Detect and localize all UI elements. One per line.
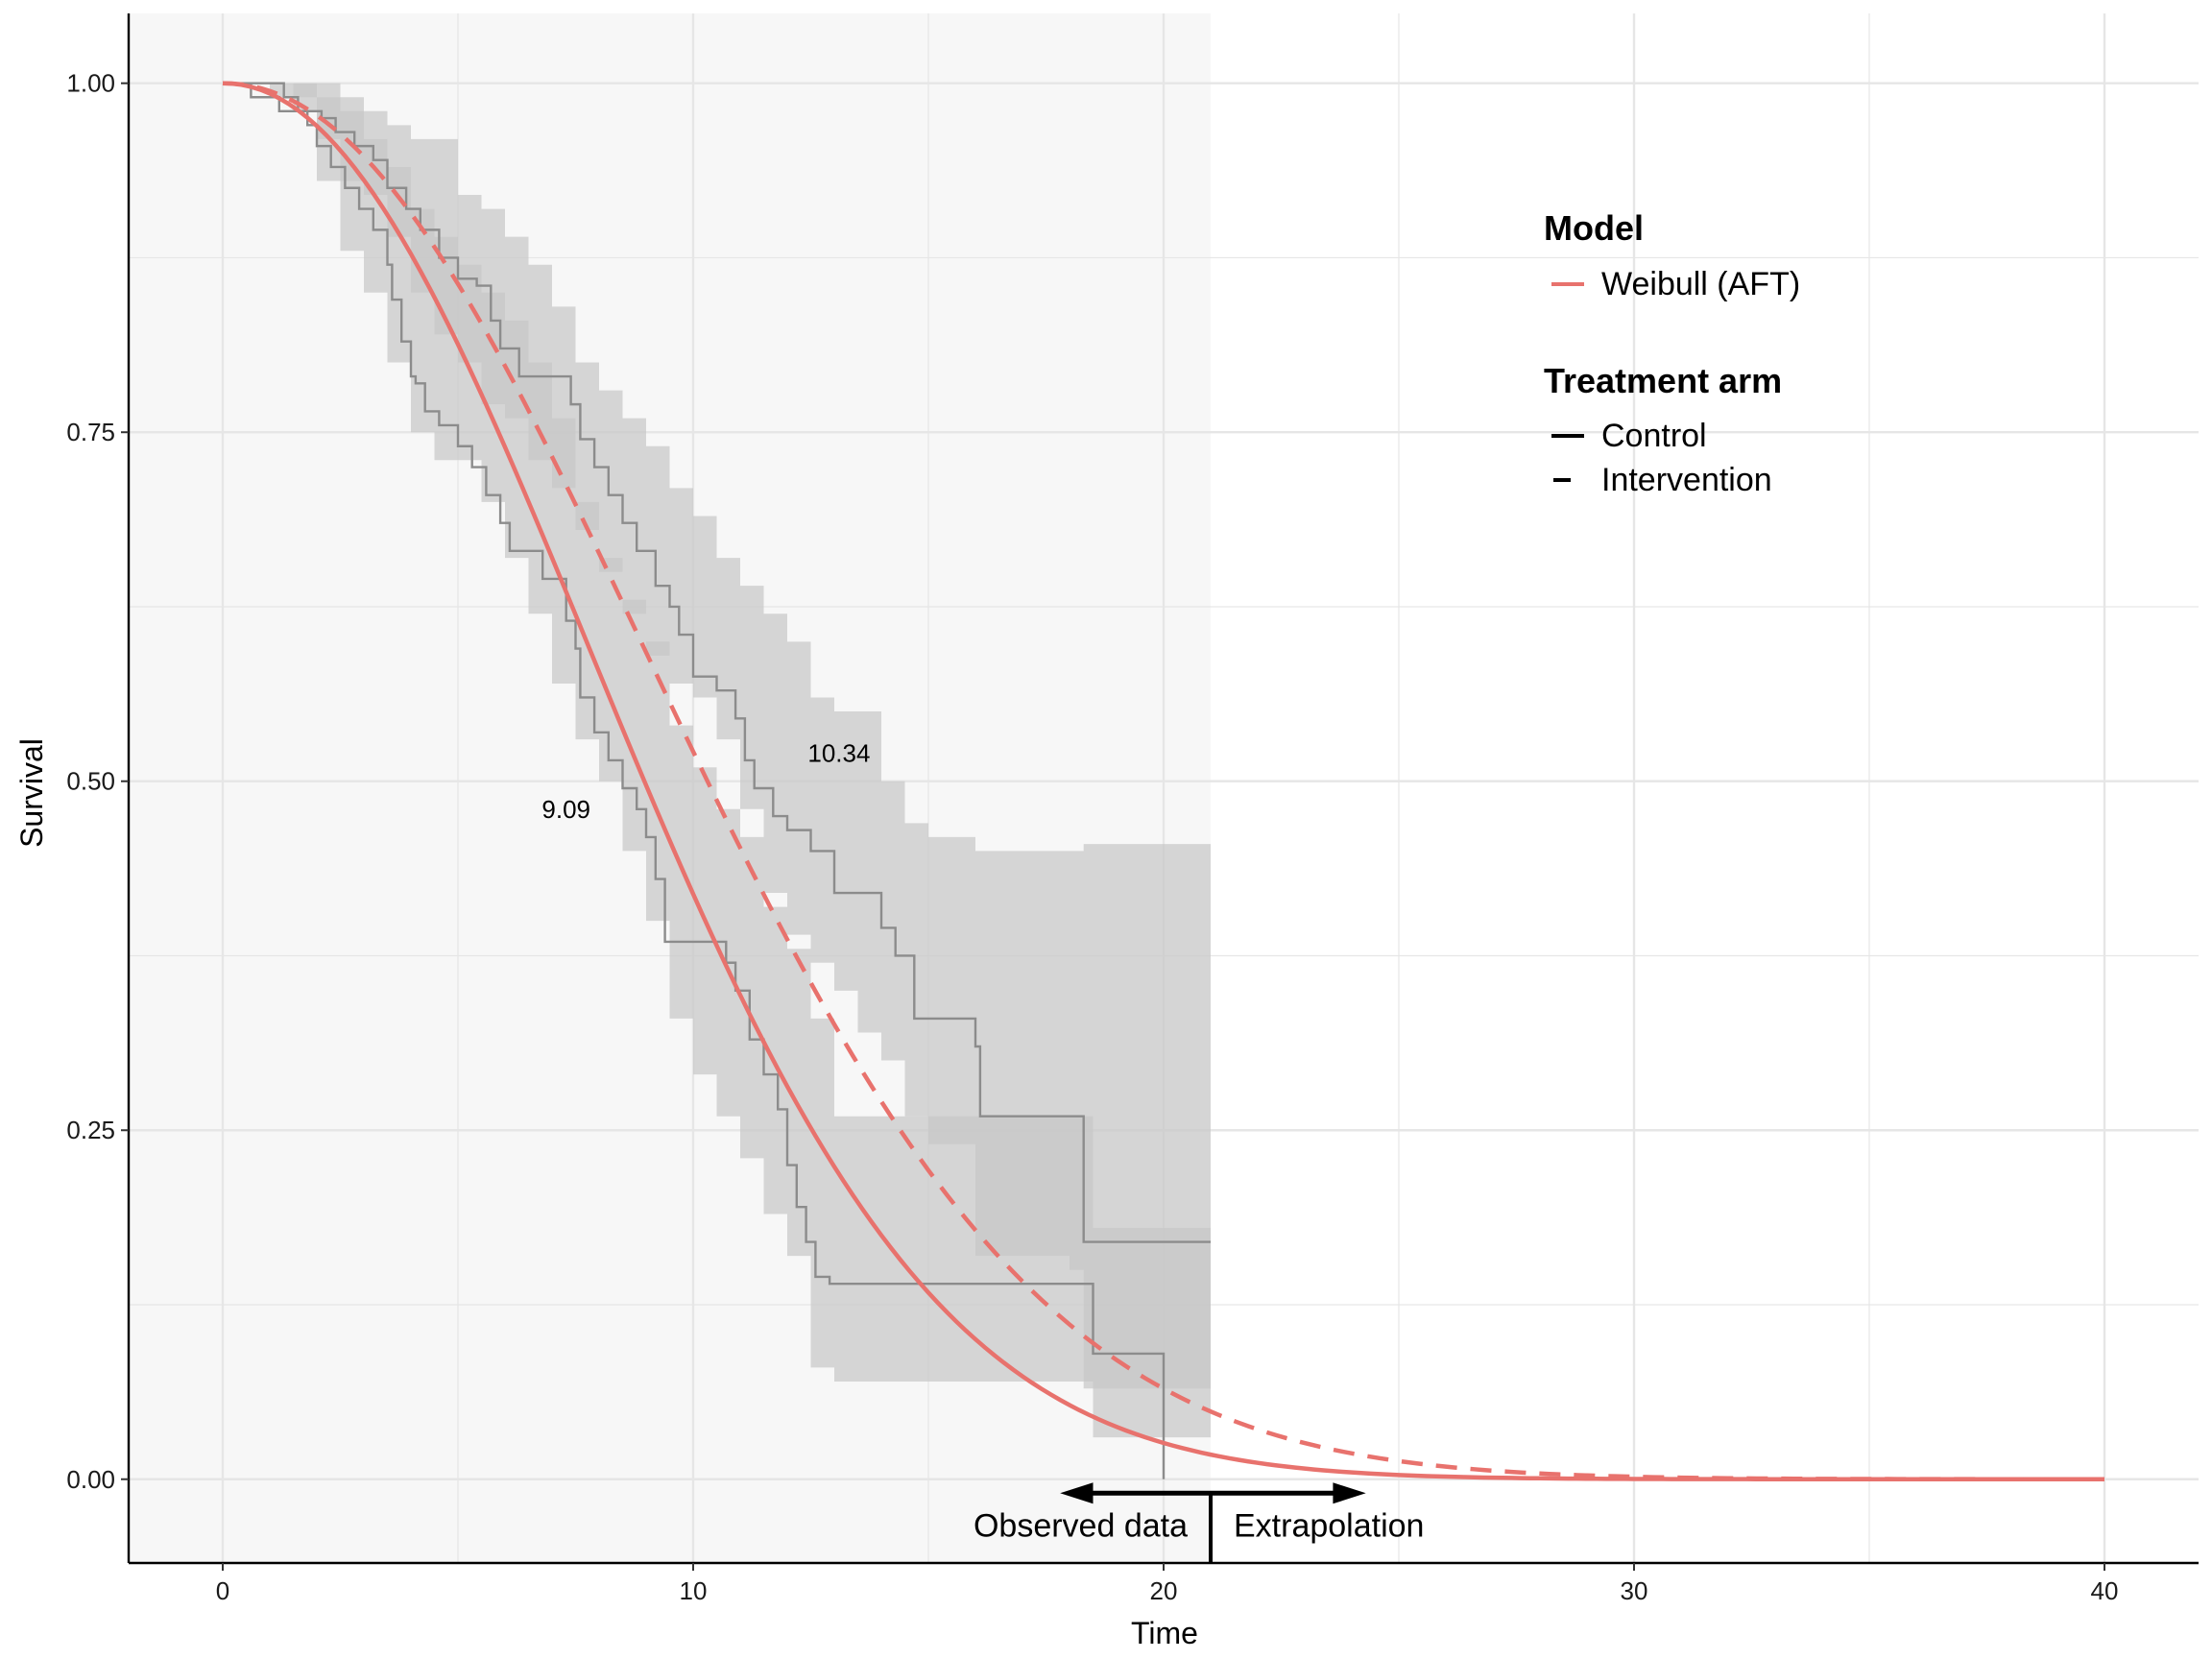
arrow-left-icon (1060, 1482, 1094, 1504)
y-tick-label: 1.00 (66, 69, 115, 98)
km-line-control (223, 82, 1166, 1479)
x-tick-label: 40 (2091, 1576, 2119, 1605)
y-tick-label: 0.25 (66, 1116, 115, 1144)
legend-arm-title: Treatment arm (1544, 361, 1782, 400)
observed-data-label: Observed data (974, 1507, 1188, 1544)
legend-model-title: Model (1544, 208, 1644, 248)
x-tick-label: 10 (680, 1576, 708, 1605)
arrow-right-icon (1333, 1482, 1366, 1504)
y-tick-label: 0.00 (66, 1465, 115, 1494)
median-label: 10.34 (807, 739, 870, 768)
x-axis-title: Time (1131, 1616, 1198, 1650)
confidence-bands (223, 83, 1211, 1438)
extrapolation-label: Extrapolation (1234, 1507, 1424, 1544)
extrapolation-divider: Observed data Extrapolation (974, 1482, 1424, 1563)
model-curves (222, 81, 2104, 1482)
legend-model-item: Weibull (AFT) (1601, 266, 1800, 302)
legend-control-item: Control (1601, 418, 1707, 454)
ci-band-intervention (223, 83, 1211, 1389)
model-curve-intervention (222, 81, 2104, 1481)
y-axis-title: Survival (14, 738, 49, 848)
ci-band-control (223, 83, 1211, 1438)
y-tick-label: 0.75 (66, 418, 115, 446)
y-tick-label: 0.50 (66, 767, 115, 796)
legend-intervention-item: Intervention (1601, 462, 1772, 498)
median-labels: 9.09 10.34 (541, 739, 870, 824)
km-line-intervention (223, 82, 1211, 1243)
legend: Model Weibull (AFT) Treatment arm Contro… (1544, 208, 1800, 498)
kaplan-meier-curves (223, 82, 1211, 1479)
axes: 0 10 20 30 40 0.00 0.25 0.50 0.75 1.00 (66, 13, 2199, 1605)
median-label: 9.09 (541, 795, 590, 824)
x-tick-label: 0 (216, 1576, 229, 1605)
x-tick-label: 30 (1621, 1576, 1648, 1605)
plot-area: 9.09 10.34 Observed data Extrapolation (129, 13, 2199, 1563)
x-tick-label: 20 (1150, 1576, 1178, 1605)
